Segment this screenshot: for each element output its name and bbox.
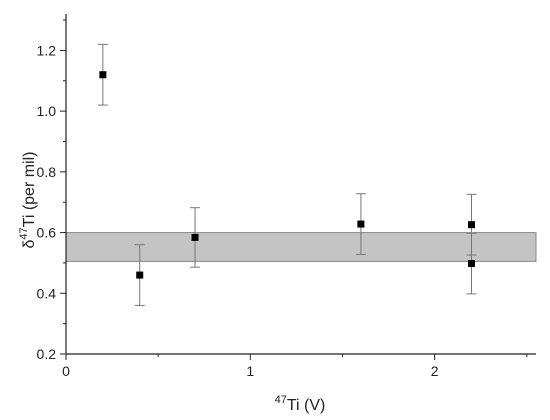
x-tick-label: 2 <box>431 363 439 379</box>
x-tick-label: 1 <box>246 363 254 379</box>
y-tick-label: 0.8 <box>37 164 57 180</box>
x-tick-label: 0 <box>62 363 70 379</box>
y-axis-label-prefix: δ <box>21 240 38 249</box>
point-marker <box>191 233 199 241</box>
data-point <box>134 244 145 306</box>
x-axis-label-sup: 47 <box>275 394 287 406</box>
x-axis-label-main: Ti (V) <box>287 397 326 414</box>
y-axis-label: δ47Ti (per mil) <box>18 152 38 249</box>
point-marker <box>357 220 365 228</box>
data-points <box>97 43 477 306</box>
point-marker <box>467 260 475 268</box>
y-tick-label: 0.6 <box>37 225 57 241</box>
point-marker <box>99 71 107 79</box>
y-tick-label: 0.4 <box>37 285 57 301</box>
x-axis-label: 47Ti (V) <box>275 394 326 414</box>
reference-band-layer <box>65 232 537 262</box>
ticks: 0 1 2 0.2 0.4 0.6 0.8 1.0 1.2 <box>37 19 528 379</box>
y-axis-label-main: Ti (per mil) <box>21 152 38 228</box>
data-point <box>97 43 108 106</box>
y-axis-label-sup: 47 <box>18 227 30 239</box>
data-point <box>355 193 366 255</box>
point-marker <box>136 271 144 279</box>
y-tick-label: 1.2 <box>37 42 57 58</box>
axes <box>65 14 536 355</box>
data-point <box>466 232 477 295</box>
point-marker <box>467 221 475 229</box>
data-point <box>190 207 201 268</box>
y-tick-label: 1.0 <box>37 103 57 119</box>
reference-band <box>65 232 537 262</box>
y-tick-label: 0.2 <box>37 346 57 362</box>
